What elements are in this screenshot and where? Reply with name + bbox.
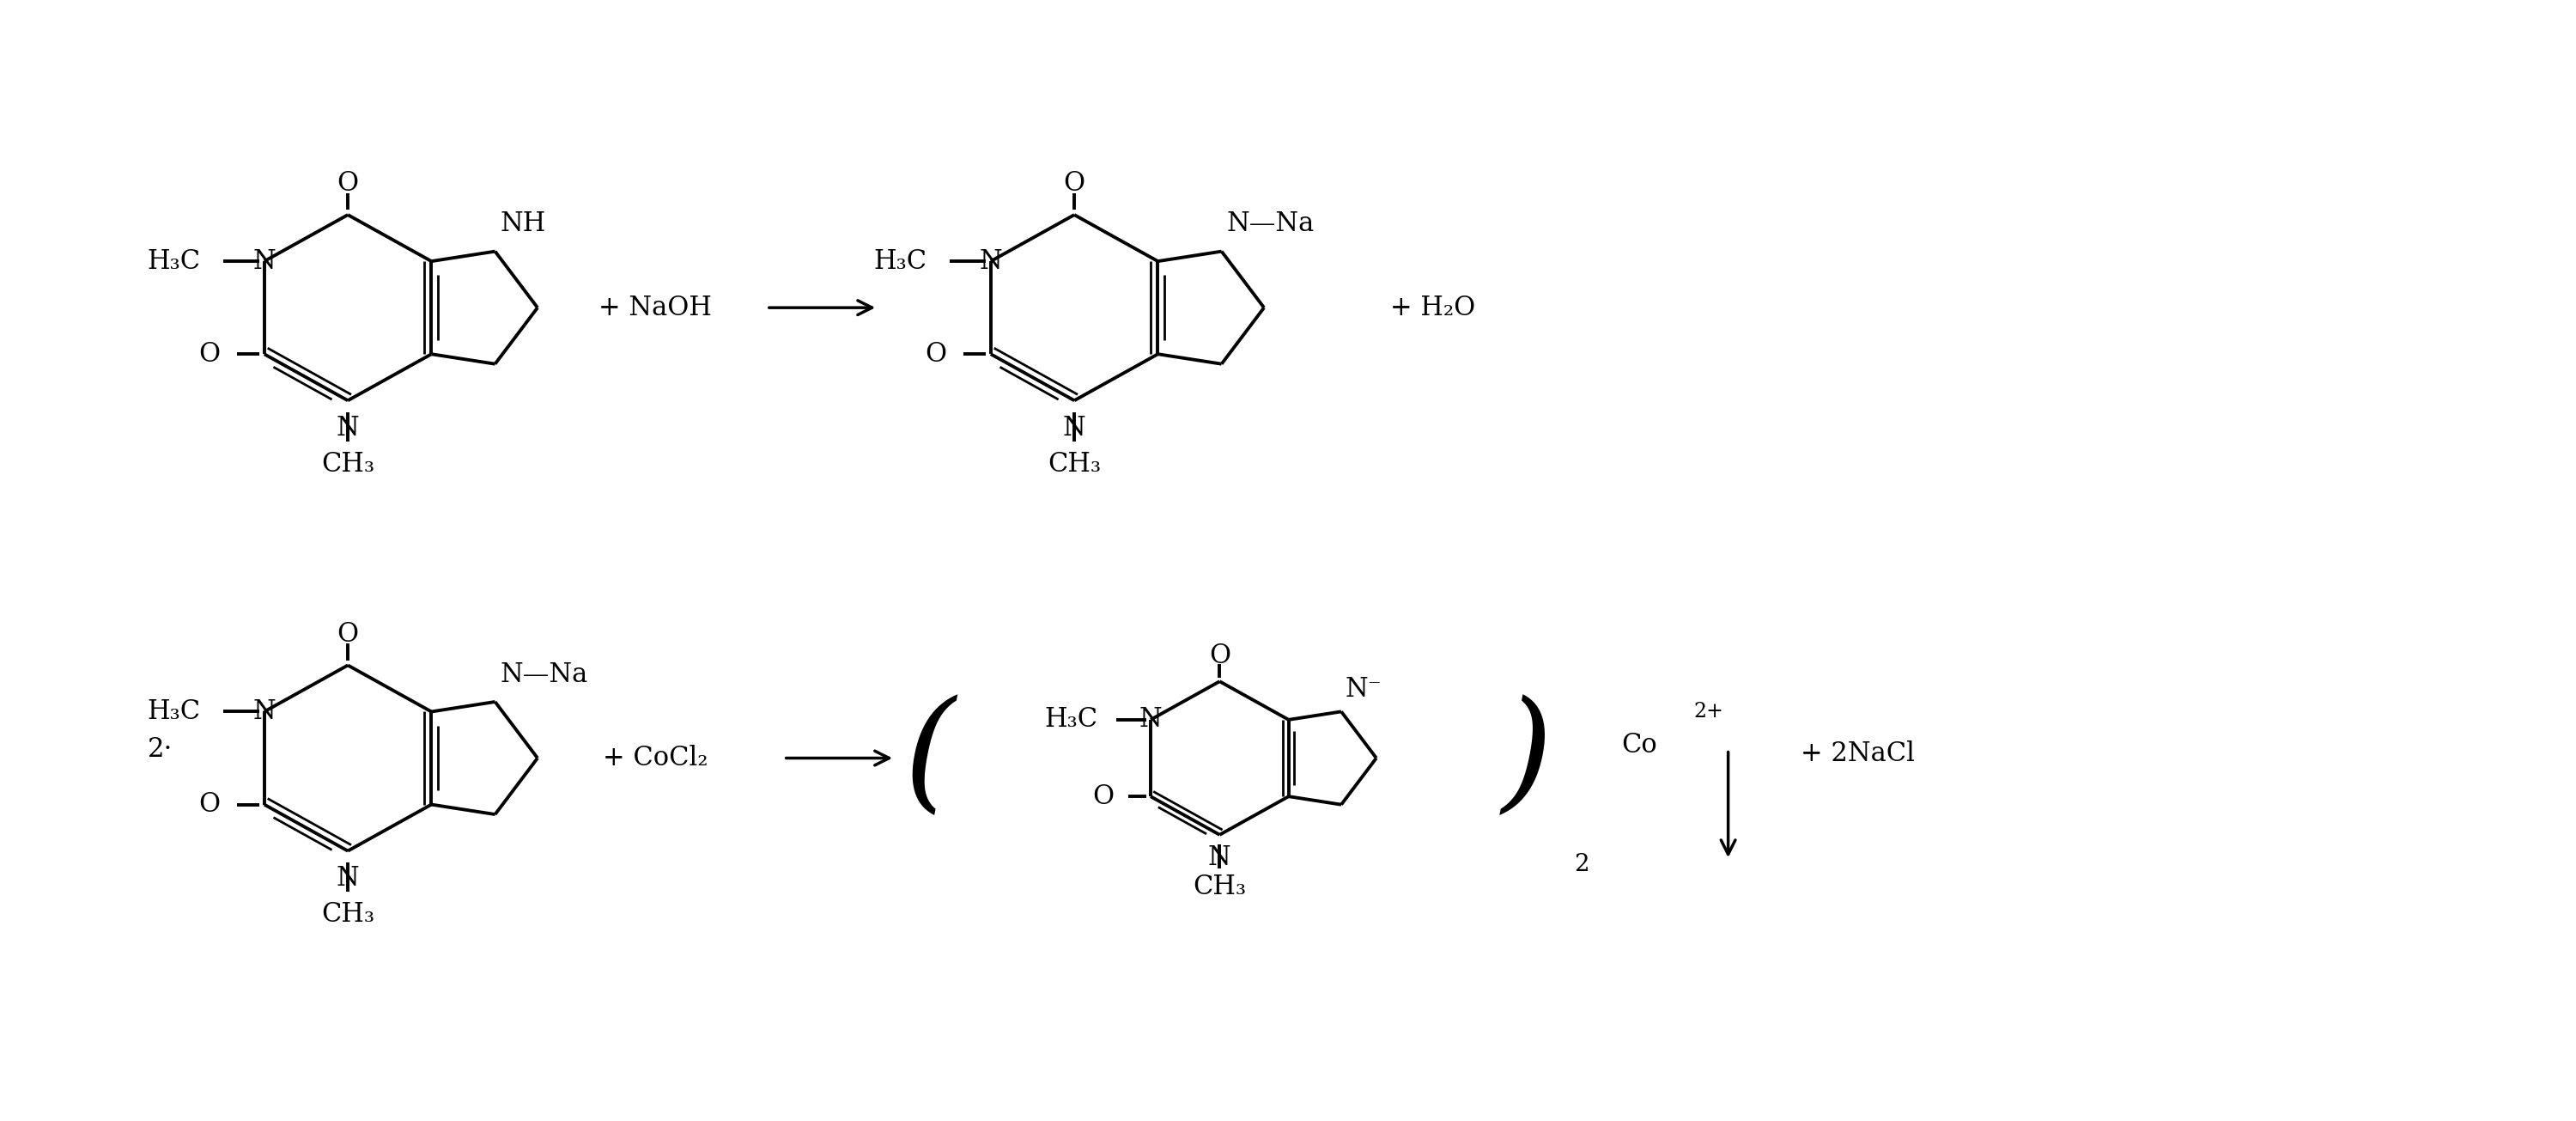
Text: N⁻: N⁻ (1345, 676, 1381, 702)
Text: N: N (1139, 706, 1162, 733)
Text: N: N (337, 415, 358, 442)
Text: + CoCl₂: + CoCl₂ (603, 744, 708, 771)
Text: (: ( (904, 694, 956, 822)
Text: 2·: 2· (147, 736, 173, 763)
Text: 2+: 2+ (1695, 702, 1723, 721)
Text: H₃C: H₃C (147, 248, 201, 275)
Text: CH₃: CH₃ (322, 451, 374, 478)
Text: N—Na: N—Na (500, 661, 587, 688)
Text: N: N (337, 865, 358, 891)
Text: O: O (198, 791, 219, 818)
Text: N—Na: N—Na (1226, 211, 1314, 238)
Text: CH₃: CH₃ (322, 901, 374, 928)
Text: Co: Co (1620, 732, 1656, 759)
Text: ): ) (1502, 694, 1553, 822)
Text: O: O (1208, 642, 1231, 669)
Text: O: O (337, 170, 358, 197)
Text: + H₂O: + H₂O (1391, 295, 1476, 321)
Text: N: N (252, 698, 276, 725)
Text: O: O (337, 621, 358, 647)
Text: O: O (925, 341, 945, 368)
Text: H₃C: H₃C (147, 698, 201, 725)
Text: N: N (1208, 844, 1231, 871)
Text: CH₃: CH₃ (1193, 874, 1247, 900)
Text: H₃C: H₃C (873, 248, 927, 275)
Text: O: O (1064, 170, 1084, 197)
Text: N: N (252, 248, 276, 275)
Text: O: O (198, 341, 219, 368)
Text: H₃C: H₃C (1043, 706, 1097, 733)
Text: N: N (1064, 415, 1087, 442)
Text: CH₃: CH₃ (1048, 451, 1100, 478)
Text: + NaOH: + NaOH (598, 295, 711, 321)
Text: + 2NaCl: + 2NaCl (1801, 741, 1914, 767)
Text: NH: NH (500, 211, 546, 238)
Text: O: O (1092, 784, 1113, 809)
Text: 2: 2 (1574, 853, 1589, 876)
Text: N: N (979, 248, 1002, 275)
